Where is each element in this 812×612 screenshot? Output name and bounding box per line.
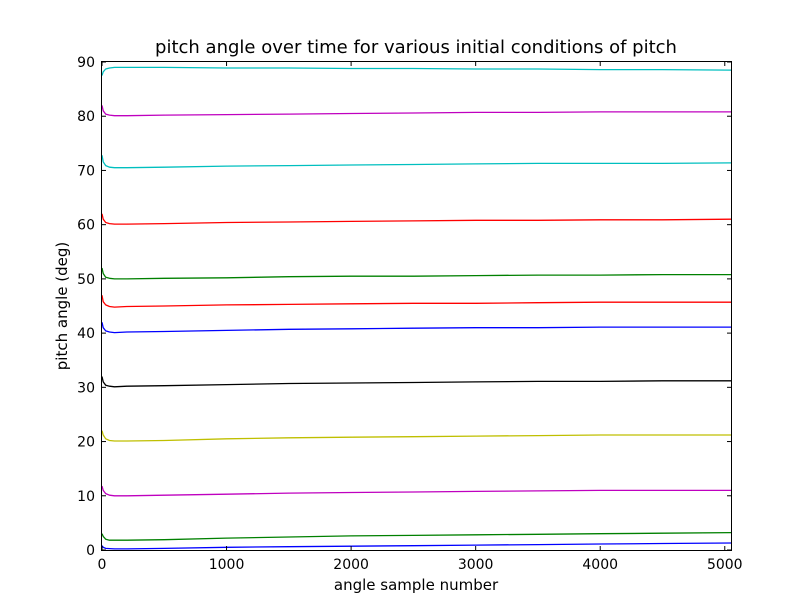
series-line-2 [101, 531, 732, 541]
series-line-12 [101, 66, 732, 76]
x-axis-ticks: 0 1000 2000 3000 4000 5000 [98, 62, 743, 573]
y-tick-label: 60 [77, 218, 95, 234]
x-tick-label: 1000 [209, 557, 245, 573]
series-line-11 [101, 105, 731, 117]
y-tick-label: 10 [77, 489, 95, 505]
y-tick-label: 0 [86, 543, 95, 559]
y-tick-label: 90 [77, 55, 95, 71]
x-tick-label: 4000 [582, 557, 618, 573]
y-tick-label: 70 [77, 163, 95, 179]
x-axis-label: angle sample number [334, 576, 499, 594]
chart-title: pitch angle over time for various initia… [155, 37, 677, 58]
series-line-10 [101, 155, 732, 169]
y-tick-label: 20 [77, 435, 95, 451]
series-line-5 [101, 376, 731, 388]
series-layer [101, 66, 732, 550]
series-line-4 [101, 430, 731, 442]
x-tick-label: 3000 [458, 557, 494, 573]
x-tick-label: 5000 [707, 557, 743, 573]
y-axis-ticks: 0 10 20 30 40 50 60 70 80 90 [77, 55, 731, 559]
y-tick-label: 80 [77, 109, 95, 125]
series-line-1 [101, 542, 732, 550]
series-line-7 [101, 295, 731, 308]
x-tick-label: 0 [98, 557, 107, 573]
y-axis-label: pitch angle (deg) [53, 242, 71, 370]
y-tick-label: 50 [77, 272, 95, 288]
series-line-3 [101, 485, 731, 497]
series-line-6 [101, 322, 731, 334]
y-tick-label: 30 [77, 380, 95, 396]
series-line-9 [101, 213, 732, 225]
y-tick-label: 40 [77, 326, 95, 342]
plot-frame [101, 61, 732, 551]
series-line-8 [101, 267, 731, 280]
x-tick-label: 2000 [333, 557, 369, 573]
